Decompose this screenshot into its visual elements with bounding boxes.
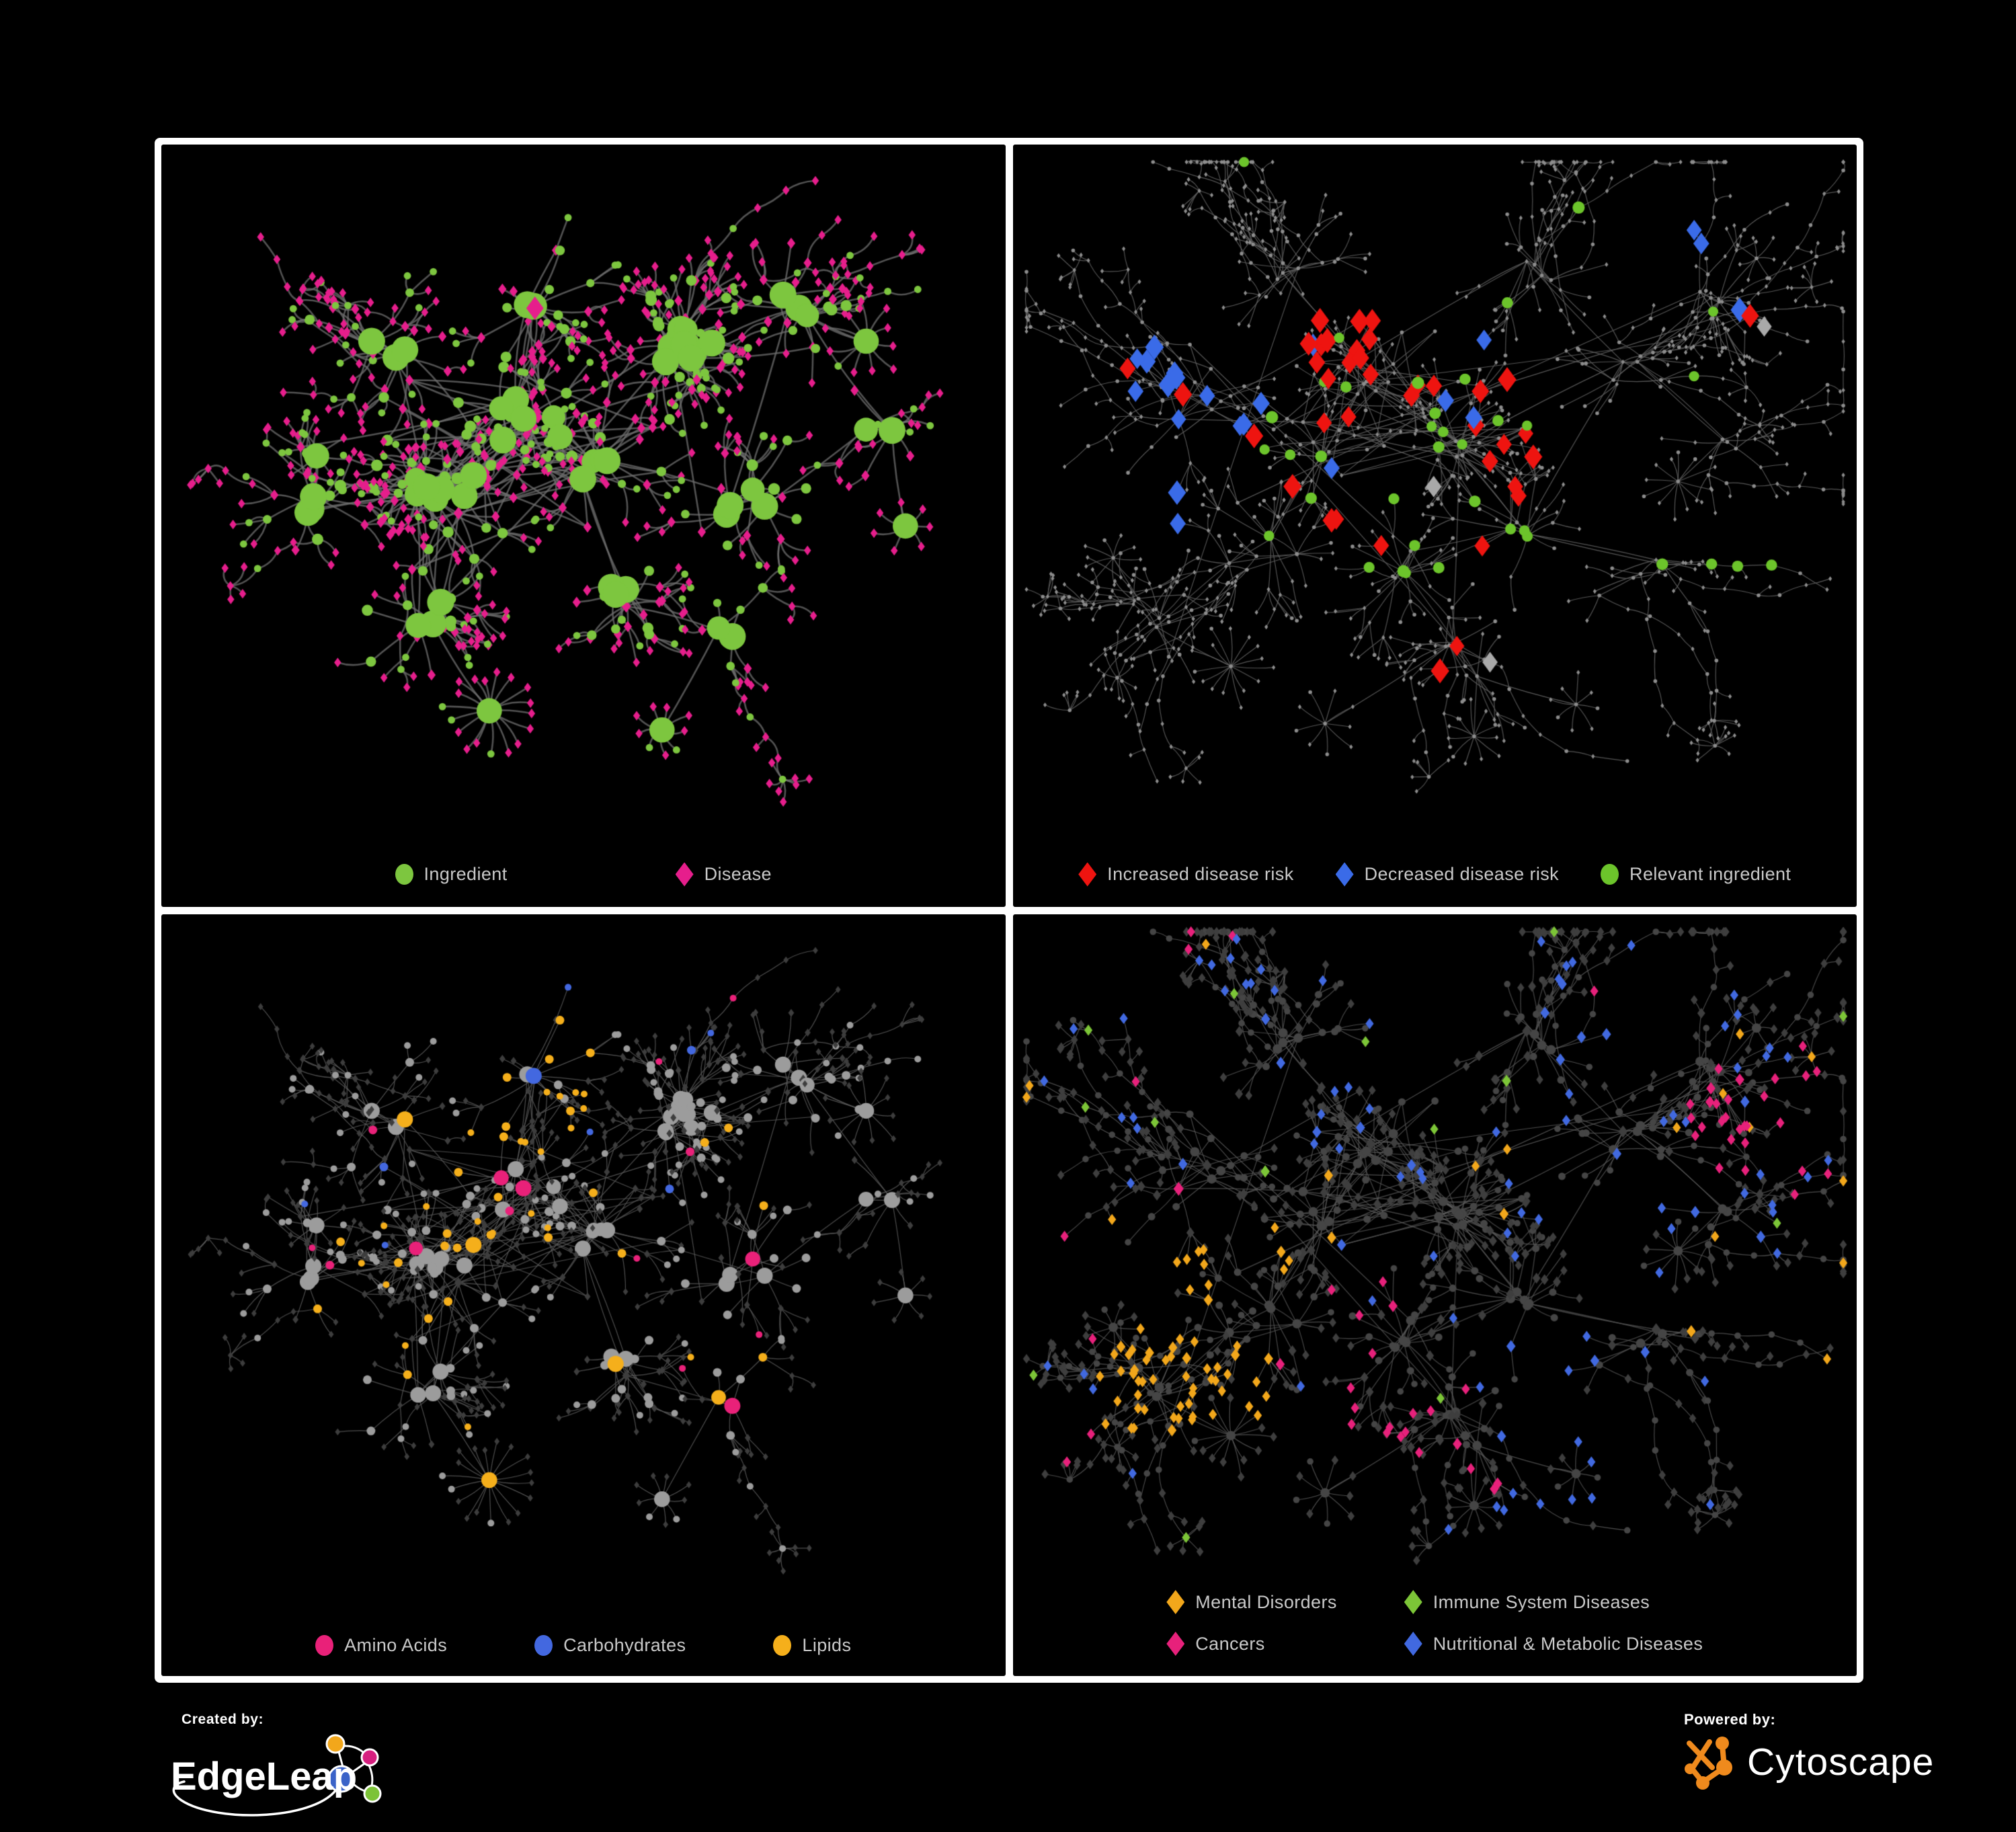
edgeleap-logo-icon: EdgeLeap <box>171 1734 382 1817</box>
legend-nutrient-classes: Amino Acids Carbohydrates Lipids <box>161 1635 1006 1656</box>
legend-label: Immune System Diseases <box>1433 1591 1650 1612</box>
legend-label: Mental Disorders <box>1195 1591 1337 1612</box>
legend-item-amino-acids: Amino Acids <box>315 1635 447 1656</box>
network-canvas-disease-risk <box>1012 145 1857 907</box>
diamond-swatch-icon <box>1335 862 1354 887</box>
powered-by-label: Powered by: <box>1684 1711 1776 1728</box>
legend-label: Amino Acids <box>344 1635 448 1655</box>
legend-disease-classes: Mental Disorders Immune System Diseases … <box>1013 1590 1857 1656</box>
legend-item-decreased-risk: Decreased disease risk <box>1335 862 1560 887</box>
legend-item-cancers: Cancers <box>1166 1632 1336 1656</box>
circle-swatch-icon <box>773 1635 792 1656</box>
circle-swatch-icon <box>315 1635 334 1656</box>
created-by-label: Created by: <box>182 1712 264 1727</box>
legend-ingredient-disease: Ingredient Disease <box>161 862 1006 887</box>
powered-by-name: Cytoscape <box>1747 1741 1935 1784</box>
edgeleap-node-blue <box>327 1765 356 1793</box>
panel-disease-classes: Mental Disorders Immune System Diseases … <box>1012 914 1857 1676</box>
network-canvas-disease-classes <box>1012 914 1857 1676</box>
created-by-name: EdgeLeap <box>171 1755 357 1798</box>
legend-item-ingredient: Ingredient <box>395 864 508 885</box>
diamond-swatch-icon <box>1404 1632 1422 1656</box>
legend-label: Ingredient <box>424 864 508 884</box>
diamond-swatch-icon <box>1166 1590 1185 1614</box>
diamond-swatch-icon <box>1078 862 1097 887</box>
legend-label: Disease <box>704 864 772 884</box>
edgeleap-node-green <box>363 1784 382 1803</box>
panel-grid: Ingredient Disease Increased disease ris… <box>155 138 1863 1683</box>
legend-label: Lipids <box>802 1635 852 1655</box>
panel-nutrient-classes: Amino Acids Carbohydrates Lipids <box>161 914 1006 1676</box>
panel-disease-risk: Increased disease risk Decreased disease… <box>1012 145 1857 907</box>
legend-item-lipids: Lipids <box>773 1635 851 1656</box>
diamond-swatch-icon <box>1404 1590 1422 1614</box>
edgeleap-node-orange <box>325 1734 346 1754</box>
legend-label: Nutritional & Metabolic Diseases <box>1433 1633 1703 1654</box>
legend-item-increased-risk: Increased disease risk <box>1078 862 1294 887</box>
network-canvas-ingredient-disease <box>161 145 1006 907</box>
created-by-logo: Created by: EdgeLeap <box>169 1712 465 1832</box>
network-canvas-nutrient-classes <box>161 914 1006 1676</box>
powered-by-logo: Powered by: Cytoscape <box>1684 1711 1934 1790</box>
legend-label: Cancers <box>1195 1633 1265 1654</box>
legend-disease-risk: Increased disease risk Decreased disease… <box>1013 862 1857 887</box>
diamond-swatch-icon <box>1166 1632 1185 1656</box>
circle-swatch-icon <box>534 1635 553 1656</box>
legend-label: Decreased disease risk <box>1364 864 1560 884</box>
cytoscape-logo-icon <box>1685 1737 1732 1790</box>
legend-label: Carbohydrates <box>563 1635 686 1655</box>
legend-item-mental-disorders: Mental Disorders <box>1166 1590 1336 1614</box>
diamond-swatch-icon <box>675 862 694 887</box>
legend-label: Increased disease risk <box>1107 864 1294 884</box>
legend-item-nutritional-metabolic: Nutritional & Metabolic Diseases <box>1404 1632 1703 1656</box>
circle-swatch-icon <box>395 864 413 885</box>
legend-label: Relevant ingredient <box>1629 864 1791 884</box>
legend-item-immune-diseases: Immune System Diseases <box>1404 1590 1703 1614</box>
panel-ingredient-disease: Ingredient Disease <box>161 145 1006 907</box>
edgeleap-node-pink <box>360 1748 379 1767</box>
legend-item-relevant-ingredient: Relevant ingredient <box>1601 864 1791 885</box>
legend-item-disease: Disease <box>675 862 772 887</box>
legend-item-carbohydrates: Carbohydrates <box>534 1635 686 1656</box>
circle-swatch-icon <box>1601 864 1619 885</box>
